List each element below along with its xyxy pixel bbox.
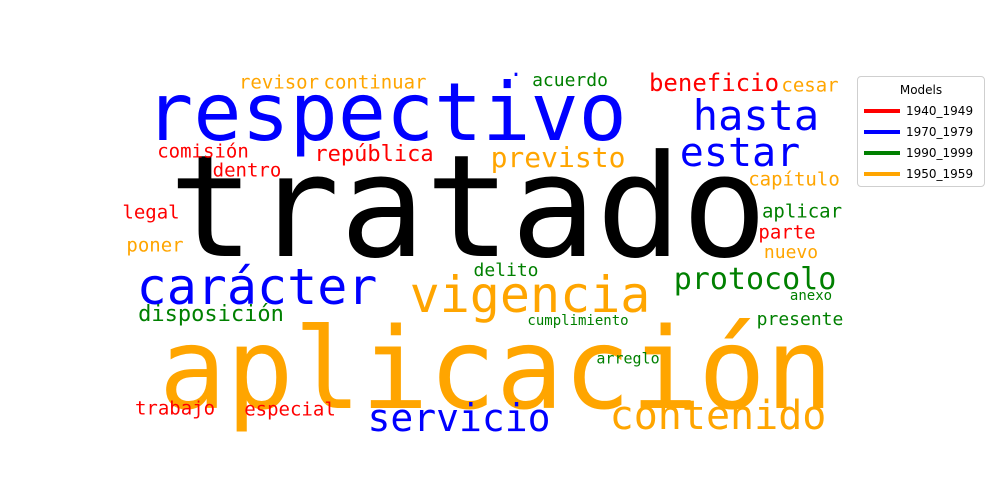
word-cesar: cesar	[781, 74, 839, 97]
legend-label: 1990_1999	[906, 146, 974, 160]
word-estar: estar	[679, 130, 801, 176]
word-delito: delito	[473, 260, 539, 281]
legend: Models 1940_1949 1970_1979 1990_1999 195…	[857, 76, 985, 187]
word-previsto: previsto	[490, 141, 626, 174]
word-beneficio: beneficio	[648, 69, 780, 97]
word-respectivo: respectivo	[145, 66, 627, 159]
legend-entry: 1950_1959	[864, 167, 973, 181]
word-contenido: contenido	[609, 393, 827, 439]
word-capítulo: capítulo	[748, 168, 840, 191]
word-arreglo: arreglo	[596, 349, 660, 368]
legend-swatch	[864, 172, 900, 176]
legend-swatch	[864, 151, 900, 155]
word-nuevo: nuevo	[763, 242, 819, 263]
word-parte: parte	[758, 221, 816, 244]
legend-title: Models	[899, 83, 943, 97]
legend-label: 1940_1949	[906, 104, 974, 118]
word-dot: ·	[509, 63, 523, 88]
word-carácter: carácter	[136, 258, 378, 316]
word-tratado: tratado	[168, 125, 768, 290]
legend-swatch	[864, 109, 900, 113]
word-continuar: continuar	[323, 71, 427, 94]
word-aplicar: aplicar	[761, 200, 843, 223]
word-protocolo: protocolo	[673, 262, 837, 297]
word-dentro: dentro	[212, 159, 282, 182]
legend-entry: 1990_1999	[864, 146, 973, 160]
word-vigencia: vigencia	[409, 266, 651, 324]
word-anexo: anexo	[789, 288, 833, 304]
word-poner: poner	[126, 234, 184, 257]
word-servicio: servicio	[367, 396, 551, 440]
word-aplicación: aplicación	[158, 305, 834, 435]
legend-swatch	[864, 130, 900, 134]
word-legal: legal	[122, 201, 180, 224]
word-comisión: comisión	[157, 140, 249, 163]
legend-entry: 1940_1949	[864, 104, 973, 118]
word-república: república	[314, 142, 434, 167]
legend-label: 1950_1959	[906, 167, 974, 181]
word-disposición: disposición	[138, 302, 284, 327]
word-cumplimiento: cumplimiento	[527, 313, 629, 329]
word-hasta: hasta	[692, 91, 820, 140]
word-acuerdo: acuerdo	[532, 70, 608, 91]
legend-label: 1970_1979	[906, 125, 974, 139]
legend-entry: 1970_1979	[864, 125, 973, 139]
word-presente: presente	[756, 309, 844, 330]
word-revisor: revisor	[238, 71, 320, 94]
word-especial: especial	[244, 398, 336, 421]
word-trabajo: trabajo	[134, 397, 216, 420]
